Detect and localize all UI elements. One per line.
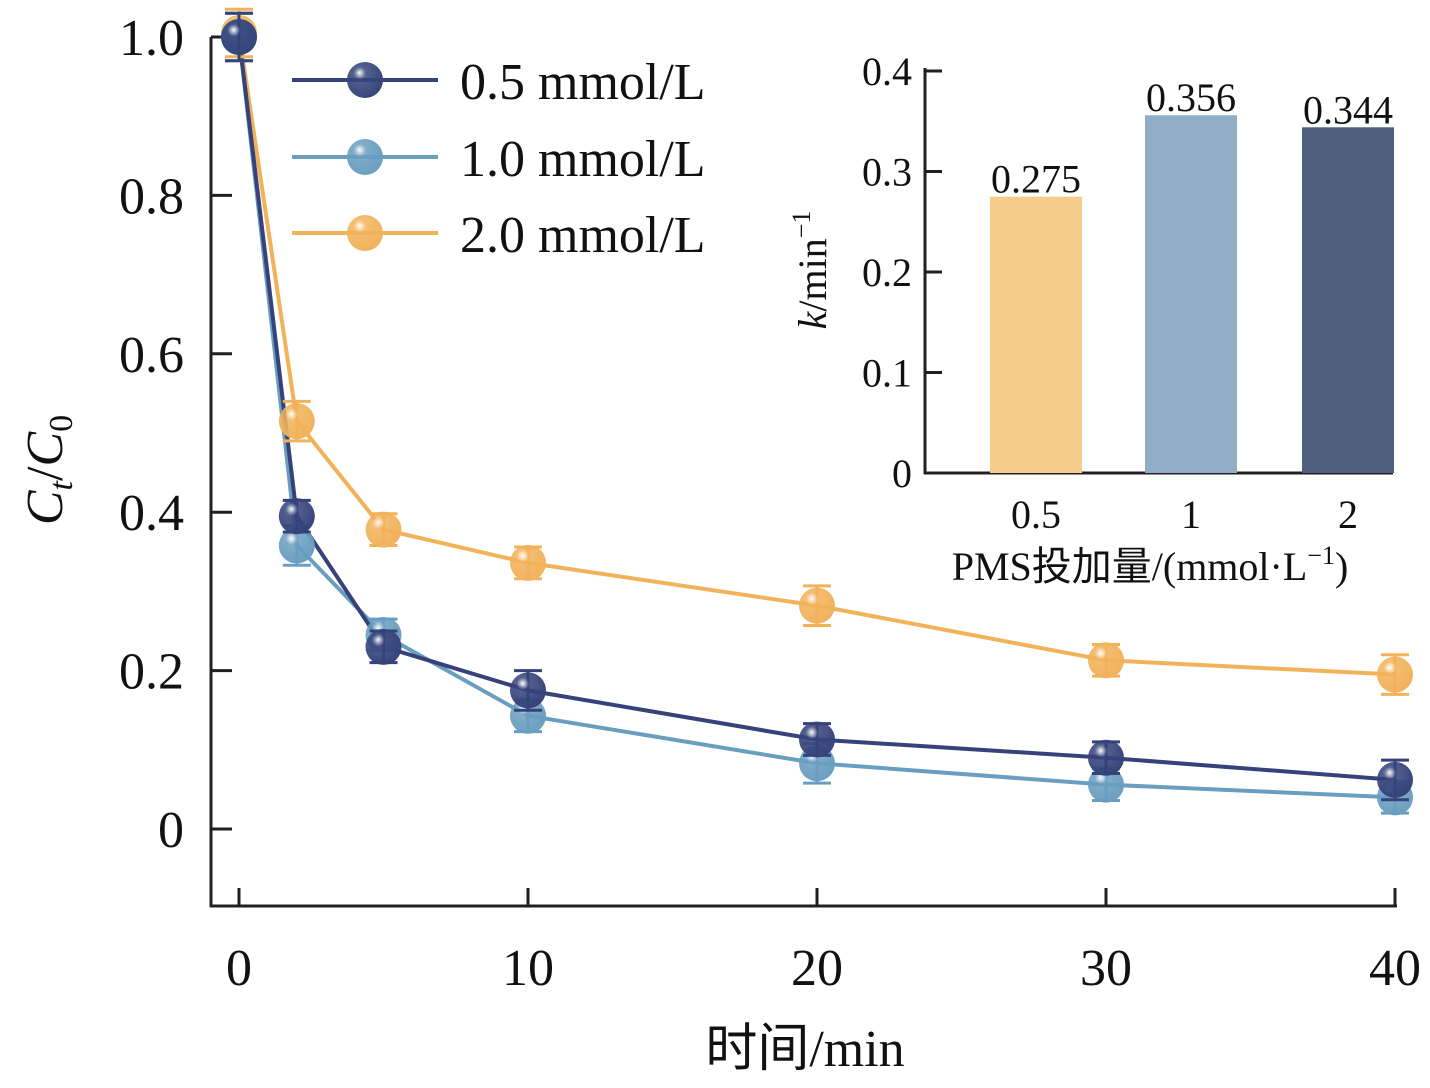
marker	[365, 628, 402, 665]
data-point	[278, 498, 315, 535]
inset-y-tick-label: 0.3	[862, 150, 912, 195]
data-point	[799, 584, 835, 627]
svg-text:Ct/C0: Ct/C0	[17, 415, 80, 525]
main-y-tick-label: 1.0	[119, 10, 184, 67]
inset-y-tick-label: 0.2	[862, 250, 912, 295]
legend-item: 0.5 mmol/L	[292, 54, 706, 111]
marker	[278, 527, 315, 564]
legend-label: 2.0 mmol/L	[460, 207, 706, 264]
main-y-tick-label: 0.6	[119, 327, 184, 384]
inset-y-tick-label: 0.4	[862, 49, 912, 94]
marker	[221, 19, 257, 55]
data-point	[799, 721, 835, 758]
data-point	[510, 669, 546, 712]
marker	[799, 587, 835, 624]
data-point	[510, 544, 546, 581]
main-x-tick-label: 10	[502, 940, 554, 997]
marker	[1088, 739, 1124, 776]
inset-y-tick-label: 0	[892, 451, 912, 496]
marker	[1088, 642, 1124, 679]
legend-item: 1.0 mmol/L	[292, 131, 706, 188]
main-x-tick-label: 20	[791, 940, 843, 997]
main-x-tick-label: 40	[1369, 940, 1421, 997]
legend: 0.5 mmol/L 1.0 mmol/L 2.0 mmol/L	[292, 54, 706, 264]
inset-x-tick-label: 2	[1338, 492, 1358, 537]
marker	[1377, 761, 1413, 798]
data-point	[278, 399, 315, 443]
inset-y-axis-title: k/min−1	[787, 211, 835, 330]
marker	[1088, 766, 1124, 803]
marker	[510, 544, 546, 581]
data-point	[365, 511, 402, 548]
main-x-axis-title: 时间/min	[705, 1021, 904, 1078]
main-y-tick-label: 0.4	[119, 485, 184, 542]
legend-label: 0.5 mmol/L	[460, 54, 706, 111]
marker	[510, 672, 546, 709]
inset-x-tick-label: 0.5	[1011, 492, 1061, 537]
bar-value-label: 0.275	[991, 157, 1081, 202]
marker	[1377, 656, 1413, 693]
data-point	[365, 628, 402, 665]
bar-value-label: 0.356	[1146, 75, 1236, 120]
inset-x-tick-label: 1	[1181, 492, 1201, 537]
marker	[278, 403, 315, 440]
main-y-tick-label: 0	[158, 802, 184, 859]
bar	[1145, 115, 1237, 473]
marker	[510, 697, 546, 734]
inset-x-axis-title: PMS投加量/(mmol·L−1)	[952, 541, 1349, 589]
data-point	[1377, 758, 1413, 802]
main-x-tick-label: 0	[226, 940, 252, 997]
inset-y-tick-label: 0.1	[862, 351, 912, 396]
svg-text:k/min−1: k/min−1	[787, 211, 835, 330]
bar	[1302, 127, 1394, 473]
main-x-ticks: 0 10 20 30 40	[226, 888, 1421, 997]
main-y-tick-label: 0.8	[119, 168, 184, 225]
series-layer	[221, 7, 1413, 816]
data-point	[1088, 642, 1124, 679]
data-point	[1377, 653, 1413, 696]
data-point	[1088, 739, 1124, 776]
legend-marker	[347, 139, 383, 175]
marker	[365, 511, 402, 548]
bar	[990, 196, 1082, 473]
legend-marker	[347, 62, 383, 98]
bar-value-label: 0.344	[1303, 87, 1393, 132]
legend-label: 1.0 mmol/L	[460, 131, 706, 188]
data-point	[221, 11, 257, 63]
inset-bars: 0.275 0.5 0.356 1 0.344 2	[990, 75, 1394, 537]
legend-marker	[347, 215, 383, 251]
legend-item: 2.0 mmol/L	[292, 207, 706, 264]
marker	[799, 721, 835, 758]
main-y-ticks: 0 0.2 0.4 0.6 0.8 1.0	[119, 10, 232, 859]
inset-bar-chart: 0 0.1 0.2 0.3 0.4 0.275 0.5 0.356 1 0.344 2 PMS投加…	[787, 49, 1394, 589]
main-x-tick-label: 30	[1080, 940, 1132, 997]
marker	[278, 498, 315, 535]
inset-y-ticks: 0 0.1 0.2 0.3 0.4	[862, 49, 942, 496]
main-y-tick-label: 0.2	[119, 644, 184, 701]
main-y-axis-title: Ct/C0	[17, 415, 80, 525]
